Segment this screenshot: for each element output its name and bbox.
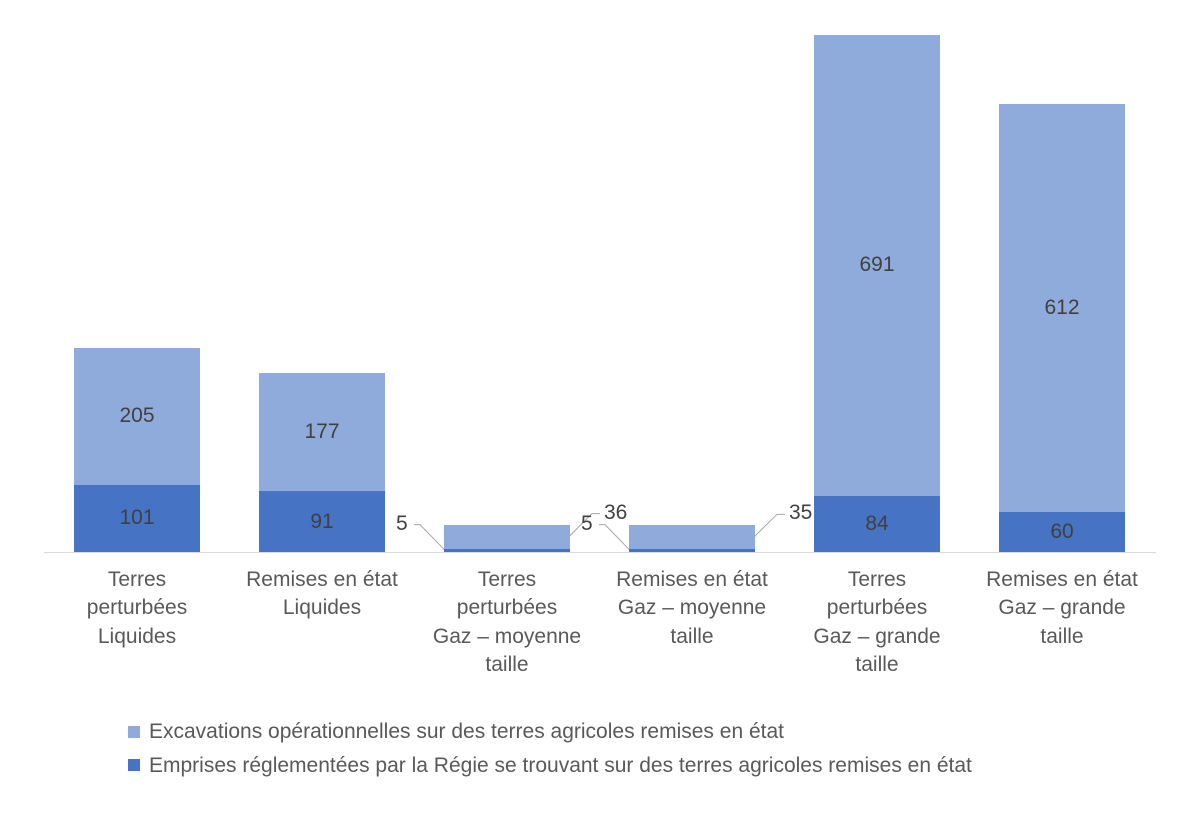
bar-group — [444, 525, 570, 552]
value-label: 5 — [581, 512, 593, 536]
value-label: 5 — [396, 512, 408, 536]
value-label: 101 — [74, 506, 200, 530]
legend-item: Excavations opérationnelles sur des terr… — [128, 716, 972, 748]
value-label: 691 — [814, 253, 940, 277]
legend-swatch — [128, 759, 140, 771]
bar-group: 84 691 — [814, 35, 940, 552]
value-label: 36 — [604, 501, 627, 525]
bar-segment-excavations — [629, 525, 755, 548]
legend-swatch — [128, 726, 140, 738]
bar-group: 60 612 — [999, 104, 1125, 552]
legend-label: Excavations opérationnelles sur des terr… — [149, 716, 784, 748]
x-axis-label: Remises en étatLiquides — [230, 566, 414, 623]
x-axis-label: Remises en étatGaz – grandetaille — [970, 566, 1154, 651]
x-axis-labels: TerresperturbéesLiquidesRemises en étatL… — [44, 566, 1156, 676]
value-label: 205 — [74, 404, 200, 428]
x-axis-label: TerresperturbéesLiquides — [45, 566, 229, 651]
legend-label: Emprises réglementées par la Régie se tr… — [149, 750, 972, 782]
bar-group — [629, 525, 755, 552]
value-label: 177 — [259, 420, 385, 444]
x-axis-label: TerresperturbéesGaz – grandetaille — [785, 566, 969, 679]
value-label: 60 — [999, 520, 1125, 544]
legend-item: Emprises réglementées par la Régie se tr… — [128, 750, 972, 782]
bar-group: 91 177 — [259, 373, 385, 552]
bar-group: 101 205 — [74, 348, 200, 552]
x-axis-label: TerresperturbéesGaz – moyennetaille — [415, 566, 599, 679]
bar-segment-emprises — [629, 549, 755, 552]
bar-segment-emprises — [444, 549, 570, 552]
value-label: 84 — [814, 512, 940, 536]
stacked-bar-chart: 101 205 91 177 5 36 5 3584 691 60 612 Terrespertur… — [44, 36, 1156, 676]
value-label: 35 — [789, 501, 812, 525]
legend: Excavations opérationnelles sur des terr… — [128, 716, 972, 783]
plot-area: 101 205 91 177 5 36 5 3584 691 60 612 — [44, 36, 1156, 553]
value-label: 91 — [259, 510, 385, 534]
bar-segment-excavations — [444, 525, 570, 549]
x-axis-label: Remises en étatGaz – moyennetaille — [600, 566, 784, 651]
value-label: 612 — [999, 296, 1125, 320]
